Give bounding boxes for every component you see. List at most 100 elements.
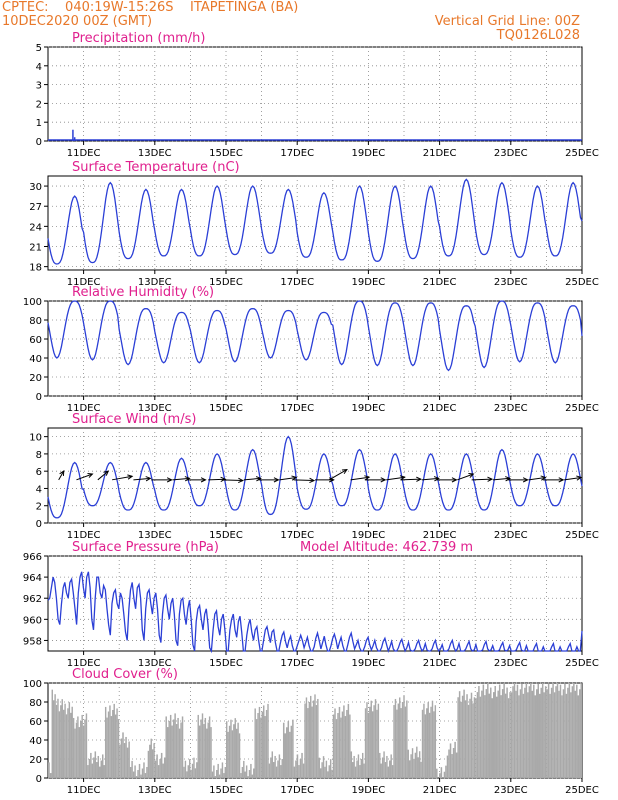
cloud-bar	[485, 689, 488, 778]
x-tick-label: 15DEC	[209, 148, 243, 159]
cloud-bar	[414, 752, 417, 778]
wind-arrow-head	[522, 477, 529, 483]
wind-arrow	[279, 476, 297, 481]
cloud-bar	[420, 761, 422, 778]
cloud-bar	[218, 774, 221, 778]
cloud-bar	[311, 706, 313, 778]
panel-frame	[47, 175, 583, 271]
cloud-bar	[352, 762, 354, 778]
cloud-bar	[324, 766, 326, 778]
cloud-bar	[84, 719, 86, 778]
cloud-bar	[478, 686, 480, 778]
wind-arrow-head	[576, 475, 583, 481]
cloud-bar	[312, 700, 315, 778]
cloud-bar	[503, 683, 505, 778]
cloud-bar	[518, 695, 520, 778]
cloud-bar	[241, 766, 244, 778]
cloud-bar	[384, 762, 387, 778]
cloud-bar	[479, 696, 482, 778]
cloud-bar	[62, 709, 65, 778]
cloud-bar	[88, 759, 91, 778]
cloud-bar	[521, 683, 523, 778]
cloud-bar	[436, 768, 438, 778]
cloud-bar	[58, 711, 61, 778]
cloud-bar	[510, 692, 513, 778]
cloud-bar	[93, 757, 95, 778]
cloud-bar	[570, 692, 572, 778]
x-tick-label: 17DEC	[280, 277, 314, 288]
wind-arrow-head	[200, 477, 207, 483]
cloud-bar	[507, 698, 510, 778]
cloud-bar	[293, 766, 296, 778]
y-tick-label: 100	[23, 679, 42, 690]
cloud-bar	[376, 709, 378, 778]
header-grid-note: Vertical Grid Line: 00Z	[434, 14, 580, 29]
cloud-bar	[104, 706, 107, 778]
cloud-bar	[119, 744, 121, 778]
header-model-id: TQ0126L028	[496, 28, 580, 43]
x-tick-label: 19DEC	[352, 277, 386, 288]
cloud-bar	[91, 763, 94, 778]
wind-arrow-head	[540, 475, 547, 481]
cloud-bar	[322, 756, 325, 778]
cloud-bar	[258, 706, 261, 778]
cloud-bar	[424, 714, 427, 778]
cloud-bar	[525, 683, 528, 778]
y-tick-label: 20	[29, 373, 42, 384]
cloud-bar	[153, 743, 155, 778]
cloud-bar	[122, 732, 124, 778]
cloud-bar	[237, 722, 239, 778]
cloud-bar	[48, 762, 50, 778]
cloud-bar	[555, 686, 557, 778]
wind-arrow	[564, 476, 582, 481]
x-tick-label: 19DEC	[352, 530, 386, 541]
cloud-bar	[327, 771, 329, 778]
cloud-bar	[314, 694, 316, 778]
cloud-bar	[433, 711, 435, 778]
cloud-bar	[467, 704, 470, 778]
cloud-bar	[302, 763, 305, 778]
cloud-bar	[346, 709, 348, 778]
panel-frame	[47, 300, 583, 397]
x-tick-label: 25DEC	[565, 785, 599, 796]
wind-arrow-head	[558, 477, 565, 483]
cloud-bar	[257, 713, 259, 778]
cloud-bar	[564, 683, 566, 778]
cloud-bar	[181, 716, 184, 778]
x-tick-label: 21DEC	[423, 403, 457, 414]
wind-arrow-head	[255, 476, 262, 482]
x-tick-label: 19DEC	[352, 403, 386, 414]
cloud-bar	[194, 768, 197, 778]
cloud-bar	[354, 766, 357, 778]
cloud-bar	[329, 759, 332, 778]
y-tick-label: 80	[29, 698, 42, 709]
cloud-bar	[519, 689, 522, 778]
cloud-bar	[231, 730, 234, 778]
cloud-bar	[217, 763, 219, 778]
cloud-bar	[460, 701, 462, 778]
cloud-bar	[337, 713, 339, 778]
cloud-bar	[349, 714, 351, 778]
cloud-bar	[223, 773, 225, 778]
y-tick-label: 100	[23, 297, 42, 308]
y-tick-label: 60	[29, 717, 42, 728]
cloud-bar	[298, 765, 300, 778]
cloud-bar	[449, 743, 452, 778]
cloud-bar	[107, 711, 110, 778]
cloud-bar	[574, 690, 577, 778]
cloud-bar	[226, 721, 228, 778]
cloud-bar	[264, 716, 266, 778]
wind-arrow	[58, 470, 65, 481]
cloud-bar	[67, 708, 69, 778]
y-tick-label: 20	[29, 755, 42, 766]
cloud-bar	[469, 698, 471, 778]
cloud-bar	[421, 709, 424, 778]
x-tick-label: 11DEC	[67, 785, 101, 796]
cloud-bar	[147, 750, 150, 778]
cloud-bar	[307, 708, 309, 778]
cloud-bar	[488, 693, 491, 778]
cloud-bar	[216, 770, 218, 778]
cloud-bar	[151, 749, 154, 778]
cloud-bar	[550, 687, 553, 778]
y-tick-label: 30	[29, 182, 42, 193]
